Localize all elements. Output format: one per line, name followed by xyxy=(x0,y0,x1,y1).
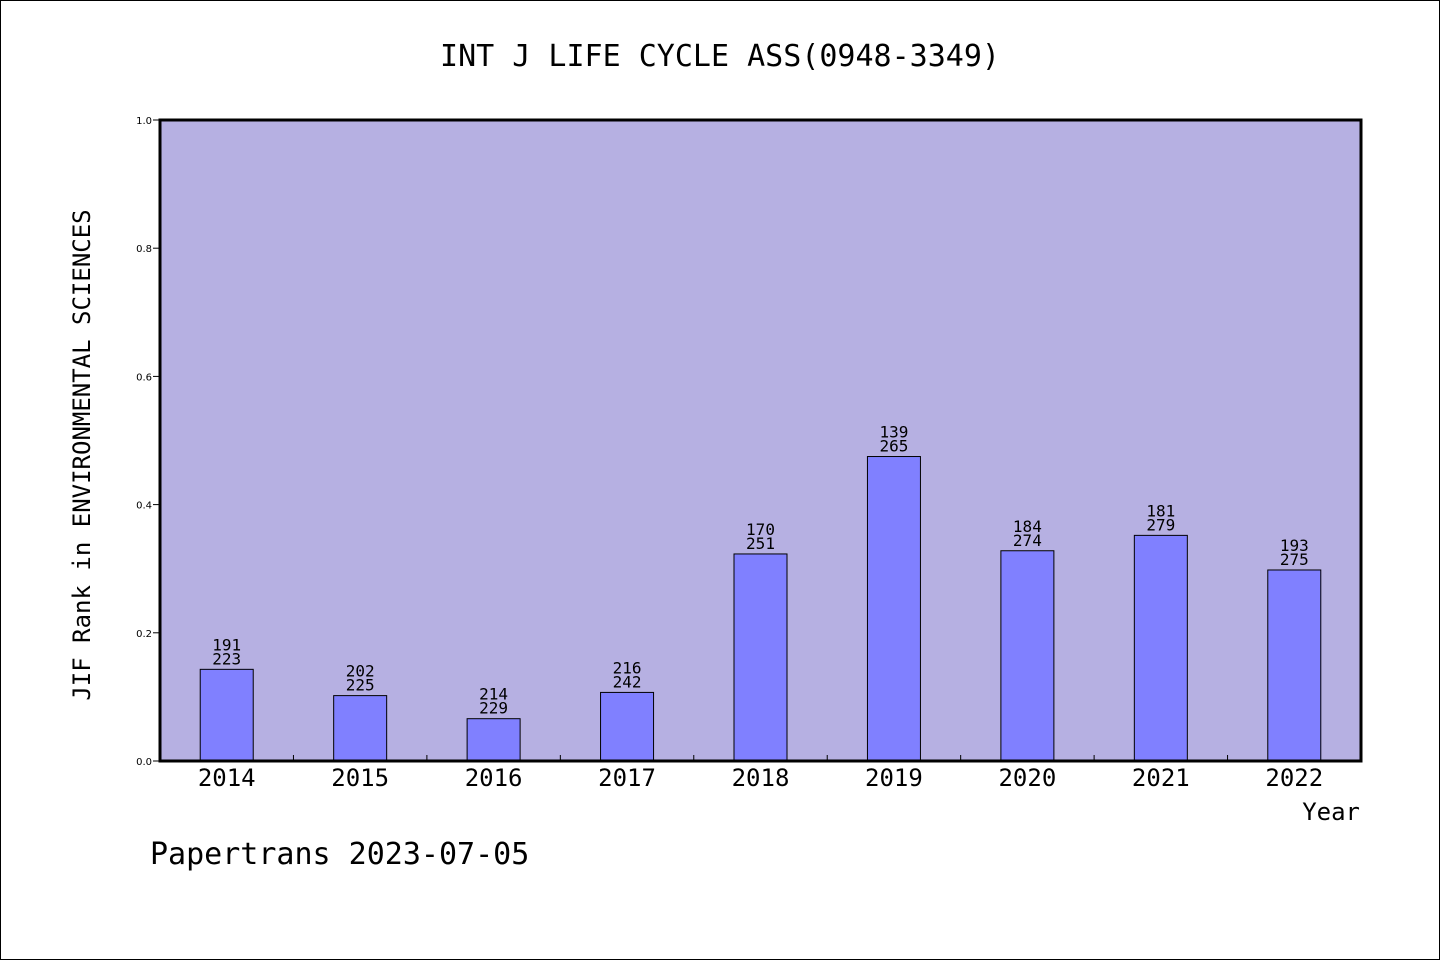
data-label-total: 279 xyxy=(1146,515,1175,534)
data-label-rank: 184 xyxy=(1013,517,1042,536)
plot-border xyxy=(158,118,1363,763)
y-tick-label: 0.2 xyxy=(136,629,152,640)
data-label-total: 274 xyxy=(1013,531,1042,550)
y-tick-label: 0.8 xyxy=(136,244,152,255)
x-tick-label: 2017 xyxy=(598,764,656,792)
data-label-rank: 216 xyxy=(613,658,642,677)
x-tick-label: 2015 xyxy=(331,764,389,792)
data-label-rank: 181 xyxy=(1146,501,1175,520)
bar-2021 xyxy=(1133,534,1188,762)
data-label-total: 242 xyxy=(613,672,642,691)
data-label-total: 265 xyxy=(879,437,908,456)
y-axis-ticks: 0.0 0.2 0.4 0.6 0.8 1.0 xyxy=(136,116,160,768)
bar-2022 xyxy=(1267,569,1322,762)
data-label-rank: 193 xyxy=(1280,536,1309,555)
y-tick-label: 0.4 xyxy=(136,501,152,512)
data-label-rank: 191 xyxy=(212,635,241,654)
bar-2016 xyxy=(466,718,521,762)
data-label-total: 251 xyxy=(746,534,775,553)
y-tick-label: 1.0 xyxy=(136,116,152,127)
bar-2015 xyxy=(333,695,388,762)
bar-2014 xyxy=(199,668,254,762)
footer-text: Papertrans 2023-07-05 xyxy=(150,837,529,872)
x-tick-label: 2020 xyxy=(998,764,1056,792)
x-tick-label: 2022 xyxy=(1265,764,1323,792)
data-label-total: 275 xyxy=(1280,550,1309,569)
x-tick-label: 2016 xyxy=(465,764,523,792)
bar-2019 xyxy=(866,456,921,762)
x-axis-ticks: 2014 2015 2016 2017 2018 2019 2020 2021 2022 xyxy=(198,755,1323,792)
data-label-total: 223 xyxy=(212,649,241,668)
bar-2020 xyxy=(1000,550,1055,762)
data-label-rank: 139 xyxy=(879,423,908,442)
data-label-rank: 170 xyxy=(746,520,775,539)
y-tick-label: 0.6 xyxy=(136,372,152,383)
x-tick-label: 2019 xyxy=(865,764,923,792)
data-label-total: 229 xyxy=(479,699,508,718)
x-axis-label: Year xyxy=(1302,798,1360,826)
x-tick-label: 2014 xyxy=(198,764,256,792)
y-tick-label: 0.0 xyxy=(136,757,152,768)
data-label-rank: 214 xyxy=(479,685,508,704)
bars xyxy=(199,456,1322,762)
bar-2017 xyxy=(600,691,655,762)
y-axis-label: JIF Rank in ENVIRONMENTAL SCIENCES xyxy=(68,209,96,700)
data-label-rank: 202 xyxy=(346,662,375,681)
x-tick-label: 2018 xyxy=(732,764,790,792)
data-label-total: 225 xyxy=(346,676,375,695)
x-tick-label: 2021 xyxy=(1132,764,1190,792)
chart-title: INT J LIFE CYCLE ASS(0948-3349) xyxy=(440,39,1000,74)
bar-2018 xyxy=(733,553,788,762)
